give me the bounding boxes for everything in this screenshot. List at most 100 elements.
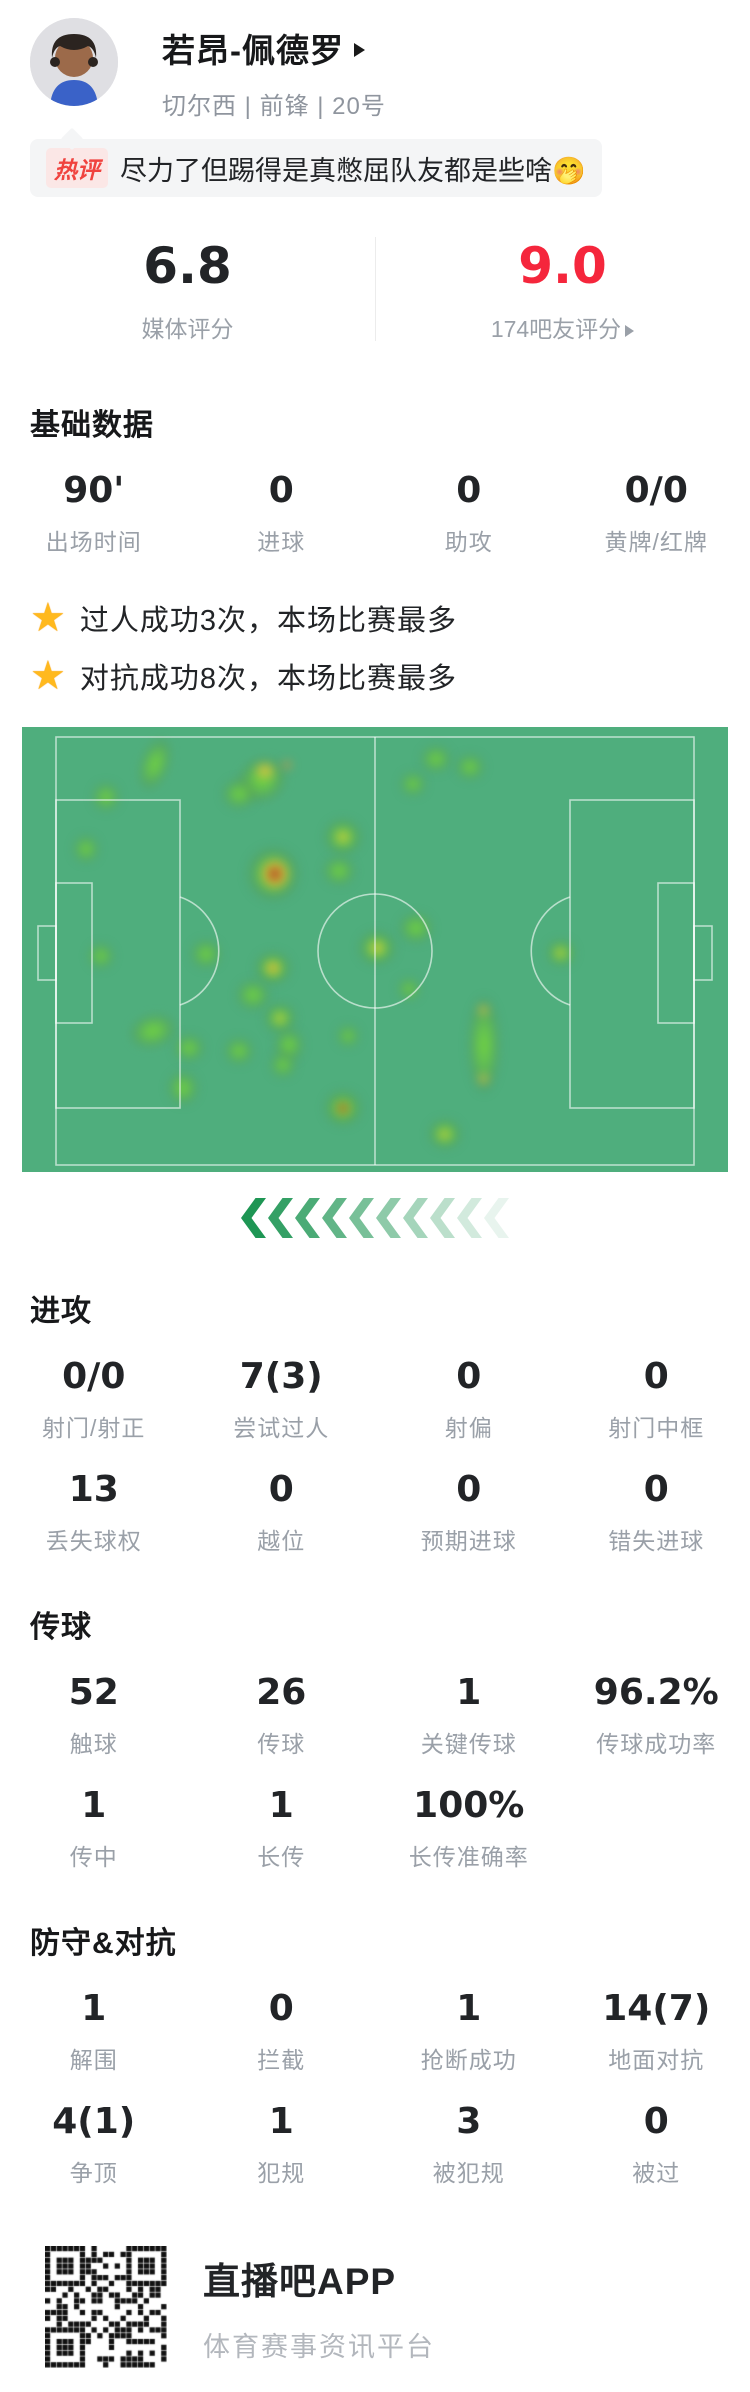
qr-code [45,2246,167,2368]
stat-label: 黄牌/红牌 [563,523,750,557]
stat-value: 90' [0,470,188,511]
app-tagline: 体育赛事资讯平台 [203,2325,435,2364]
stat-label: 越位 [188,1522,376,1556]
highlight-row: ★ 过人成功3次，本场比赛最多 [30,597,720,639]
stat-value: 0 [375,1469,563,1510]
stat-label: 射门/射正 [0,1409,188,1443]
position-heatmap [22,727,728,1172]
stat-cell: 1 抢断成功 [375,1988,563,2075]
stat-label: 传球 [188,1725,376,1759]
stat-label: 长传准确率 [375,1838,563,1872]
stat-cell: 0/0 黄牌/红牌 [563,470,750,557]
stat-label: 长传 [188,1838,376,1872]
stat-value: 1 [188,1785,376,1826]
player-header-text: 若昂-佩德罗 切尔西 | 前锋 | 20号 [162,18,386,121]
stat-cell: 0 越位 [188,1469,376,1556]
stat-label: 解围 [0,2041,188,2075]
media-rating-value: 6.8 [0,239,375,294]
player-header: 若昂-佩德罗 切尔西 | 前锋 | 20号 [0,0,750,121]
fans-rating[interactable]: 9.0 174吧友评分 [375,239,750,344]
stat-label: 抢断成功 [375,2041,563,2075]
stat-value: 96.2% [563,1672,750,1713]
pitch-lines [22,727,728,1172]
chevron-left-icon [430,1198,455,1238]
fans-rating-label: 174吧友评分 [375,310,750,344]
stat-label: 争顶 [0,2154,188,2188]
player-avatar[interactable] [30,18,118,106]
highlights: ★ 过人成功3次，本场比赛最多 ★对抗成功8次，本场比赛最多 [30,597,720,697]
stat-value: 1 [375,1672,563,1713]
stat-value: 26 [188,1672,376,1713]
stat-cell: 26 传球 [188,1672,376,1759]
stat-cell [563,1785,750,1872]
stat-value: 100% [375,1785,563,1826]
section-title: 防守&对抗 [30,1918,720,1962]
stat-cell: 90'出场时间 [0,470,188,557]
stat-value: 1 [188,2101,376,2142]
highlight-row: ★对抗成功8次，本场比赛最多 [30,655,720,697]
chevrons-left-indicator [0,1196,750,1240]
hot-comment-text: 尽力了但踢得是真憋屈队友都是些啥🤭 [120,149,586,188]
stat-value: 0 [563,1469,750,1510]
footer-text: 直播吧APP 体育赛事资讯平台 [203,2251,435,2364]
ratings-divider [375,237,376,341]
stat-value: 0 [188,1469,376,1510]
highlight-text: 对抗成功8次，本场比赛最多 [80,655,457,697]
highlight-text: 过人成功3次，本场比赛最多 [80,597,457,639]
stat-value: 0/0 [563,470,750,511]
stat-value: 52 [0,1672,188,1713]
caret-right-icon [354,43,365,57]
stat-cell: 14(7)地面对抗 [563,1988,750,2075]
stat-label: 传球成功率 [563,1725,750,1759]
stat-value: 1 [375,1988,563,2029]
stat-cell: 7(3) 尝试过人 [188,1356,376,1443]
stat-cell: 1 犯规 [188,2101,376,2188]
stat-label: 拦截 [188,2041,376,2075]
stat-cell: 4(1) 争顶 [0,2101,188,2188]
hot-comment-badge: 热评 [46,148,108,188]
chevron-left-icon [295,1198,320,1238]
stat-value: 1 [0,1785,188,1826]
chevron-left-icon [268,1198,293,1238]
section-title: 基础数据 [30,400,720,444]
fans-rating-value: 9.0 [375,239,750,294]
section-title: 传球 [30,1602,720,1646]
stat-label: 进球 [188,523,376,557]
stat-label: 尝试过人 [188,1409,376,1443]
stat-value: 7(3) [188,1356,376,1397]
chevron-left-icon [241,1198,266,1238]
chevron-left-icon [457,1198,482,1238]
stat-cell: 100% 长传准确率 [375,1785,563,1872]
stat-label: 射门中框 [563,1409,750,1443]
stat-label: 被过 [563,2154,750,2188]
star-icon: ★ [30,598,66,638]
stat-label: 预期进球 [375,1522,563,1556]
stat-value: 0 [375,1356,563,1397]
stat-label: 犯规 [188,2154,376,2188]
stat-value: 14(7) [563,1988,750,2029]
stat-value: 4(1) [0,2101,188,2142]
caret-right-icon [625,325,634,337]
stat-value: 0/0 [0,1356,188,1397]
stat-label: 关键传球 [375,1725,563,1759]
player-name-row[interactable]: 若昂-佩德罗 [162,24,386,72]
section-title: 进攻 [30,1286,720,1330]
